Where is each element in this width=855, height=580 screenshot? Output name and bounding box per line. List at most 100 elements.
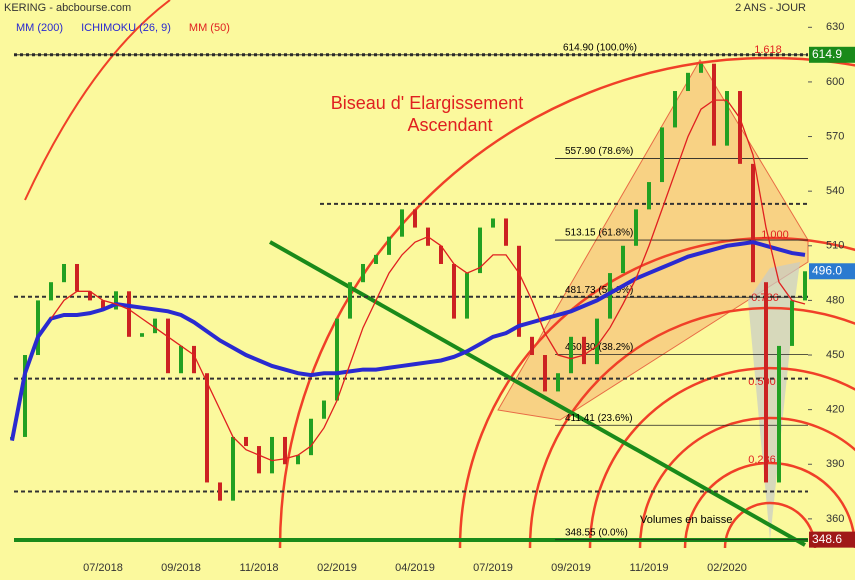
- candle: [491, 218, 495, 228]
- candle: [374, 254, 378, 264]
- candle: [140, 333, 144, 337]
- candle: [192, 345, 196, 374]
- price-label: 348.6: [812, 532, 842, 546]
- candle: [582, 336, 586, 365]
- candle: [231, 436, 235, 501]
- candle: [257, 446, 261, 474]
- candle: [62, 263, 66, 283]
- candle: [764, 282, 768, 483]
- annotation: Ascendant: [407, 115, 492, 135]
- fib-label: 481.73 (50.0%): [565, 285, 633, 296]
- candle: [335, 318, 339, 401]
- x-tick-label: 07/2018: [83, 562, 123, 574]
- legend-entry: MM (200): [16, 22, 63, 34]
- arc: [278, 56, 855, 549]
- candle: [803, 271, 807, 301]
- arc: [683, 461, 855, 549]
- candle: [127, 291, 131, 337]
- candle: [322, 400, 326, 419]
- candle: [686, 72, 690, 92]
- candle: [712, 63, 716, 146]
- price-box: [809, 531, 855, 548]
- y-tick-label: 360: [826, 513, 844, 525]
- candle: [465, 273, 469, 319]
- candle: [530, 336, 534, 356]
- y-tick-label: 450: [826, 349, 844, 361]
- candle: [153, 318, 157, 334]
- y-tick-label: 390: [826, 458, 844, 470]
- candle: [296, 455, 300, 465]
- fib-label: 348.55 (0.0%): [565, 527, 628, 538]
- fib-label: 614.90 (100.0%): [563, 42, 637, 53]
- candle: [634, 209, 638, 246]
- arc: [638, 416, 855, 549]
- candle: [179, 345, 183, 374]
- candle: [608, 273, 612, 319]
- candle: [699, 63, 703, 73]
- arc: [528, 306, 855, 549]
- candle: [452, 263, 456, 319]
- x-tick-label: 11/2019: [630, 562, 669, 574]
- candle: [478, 227, 482, 274]
- x-tick-label: 04/2019: [395, 562, 435, 574]
- y-tick-label: 630: [826, 21, 844, 33]
- candle: [205, 373, 209, 483]
- candle: [387, 236, 391, 255]
- candle: [75, 263, 79, 292]
- candle: [166, 318, 170, 374]
- candle: [36, 300, 40, 356]
- subtitle: 2 ANS - JOUR: [735, 2, 806, 14]
- candle: [309, 418, 313, 456]
- legend-entry: MM (50): [189, 22, 230, 34]
- price-label: 496.0: [812, 263, 842, 277]
- y-tick-label: 570: [826, 130, 844, 142]
- candle: [400, 209, 404, 237]
- candle: [114, 291, 118, 310]
- candle: [738, 91, 742, 164]
- candle: [88, 291, 92, 301]
- candle: [49, 282, 53, 301]
- ma-line: [50, 99, 806, 462]
- title: KERING - abcbourse.com: [4, 2, 131, 14]
- arc: [24, 0, 171, 201]
- arc: [723, 501, 817, 549]
- candle: [361, 263, 365, 283]
- candle: [218, 482, 222, 501]
- candle: [413, 209, 417, 228]
- price-box: [809, 263, 855, 280]
- arc: [458, 236, 855, 549]
- candle: [270, 436, 274, 474]
- candle: [569, 336, 573, 374]
- price-box: [809, 46, 855, 63]
- candle: [621, 245, 625, 274]
- fan-label: 0.236: [748, 454, 776, 466]
- candle: [790, 300, 794, 346]
- trend-line: [269, 240, 806, 547]
- fib-label: 557.90 (78.6%): [565, 146, 633, 157]
- fib-label: 411.41 (23.6%): [565, 413, 633, 424]
- x-tick-label: 09/2018: [161, 562, 201, 574]
- x-tick-label: 07/2019: [473, 562, 513, 574]
- candle: [777, 345, 781, 483]
- legend-entry: ICHIMOKU (26, 9): [81, 22, 171, 34]
- fan-label: 0.500: [748, 376, 776, 388]
- y-tick-label: 600: [826, 76, 844, 88]
- arc: [588, 366, 855, 549]
- annotation: Biseau d' Elargissement: [331, 93, 524, 113]
- candle: [751, 163, 755, 283]
- y-tick-label: 480: [826, 294, 844, 306]
- candle: [543, 355, 547, 392]
- x-tick-label: 02/2020: [707, 562, 747, 574]
- fib-label: 513.15 (61.8%): [565, 228, 633, 239]
- price-label: 614.9: [812, 47, 842, 61]
- y-tick-label: 540: [826, 185, 844, 197]
- candle: [556, 373, 560, 392]
- x-tick-label: 09/2019: [551, 562, 591, 574]
- candle: [595, 318, 599, 365]
- candle: [504, 218, 508, 246]
- candle: [101, 300, 105, 310]
- candle: [725, 91, 729, 146]
- candle: [673, 91, 677, 128]
- fan-arcs: [278, 56, 855, 549]
